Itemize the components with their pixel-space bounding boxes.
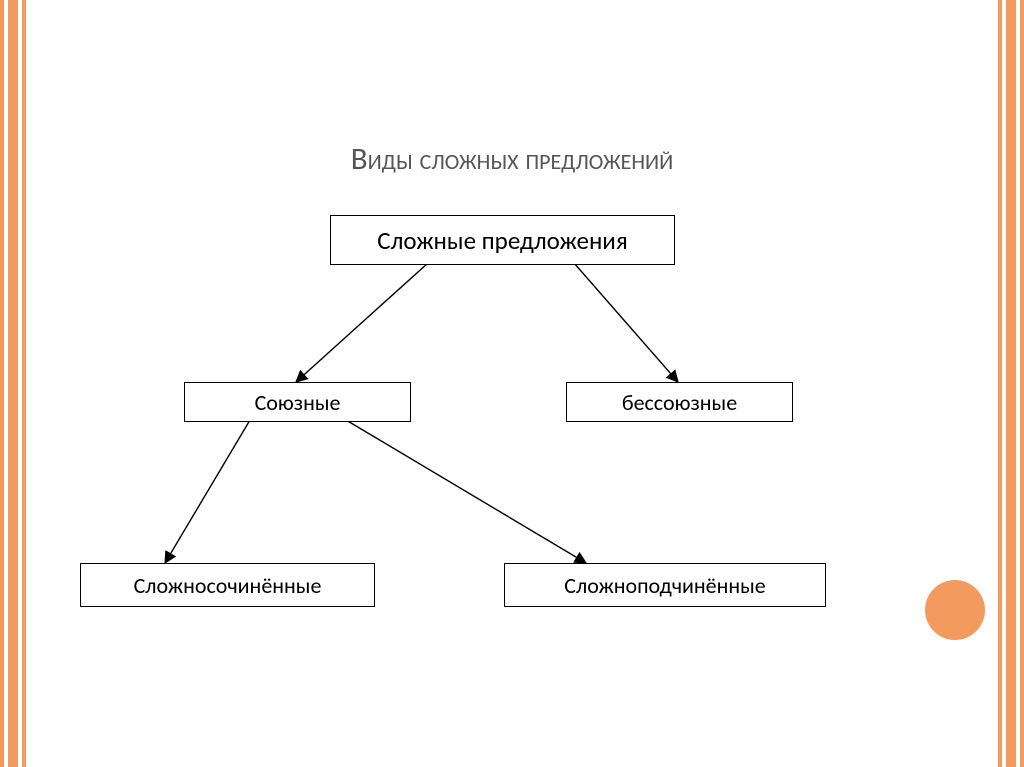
slide-title: Виды сложных предложений: [262, 140, 762, 178]
diagram-edges: [0, 0, 1024, 767]
node-union: Союзные: [184, 382, 411, 422]
node-nou: бессоюзные: [566, 382, 793, 422]
edge-union-ssc: [165, 420, 250, 563]
edge-root-nou: [574, 263, 678, 382]
side-stripe: [0, 0, 4, 767]
side-stripe: [22, 0, 26, 767]
side-stripe: [1020, 0, 1024, 767]
side-stripe: [8, 0, 18, 767]
edge-union-spc: [346, 420, 586, 563]
node-spc: Сложноподчинённые: [504, 563, 826, 607]
accent-circle: [925, 580, 985, 640]
node-ssc: Сложносочинённые: [80, 563, 375, 607]
side-stripe: [1006, 0, 1016, 767]
side-stripe: [998, 0, 1002, 767]
node-root: Сложные предложения: [330, 215, 675, 265]
edge-root-union: [296, 263, 428, 382]
